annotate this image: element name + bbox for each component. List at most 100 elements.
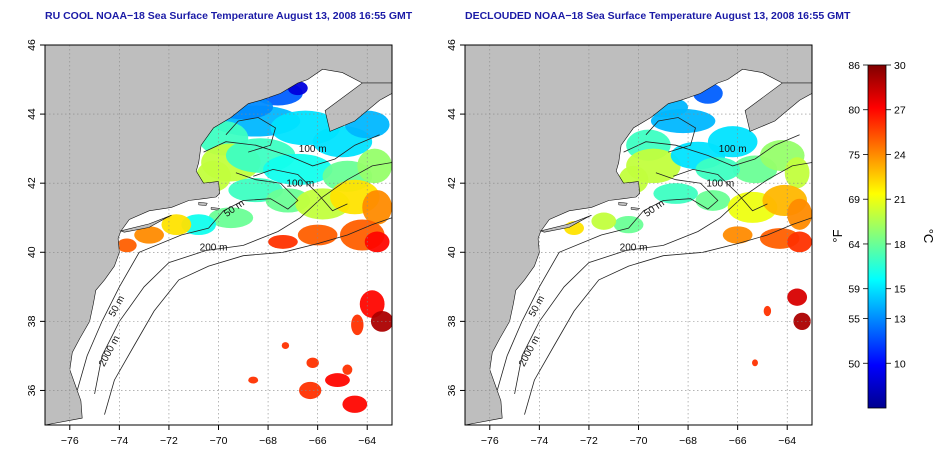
sst-patch [116, 238, 137, 253]
marthas-vineyard-island [198, 201, 208, 206]
y-tick-label: 40 [26, 246, 38, 258]
isobath-gulf-of-maine [645, 117, 696, 153]
contour-label: 200 m [620, 243, 648, 254]
y-tick-label: 36 [446, 384, 458, 396]
sst-patch [707, 126, 758, 158]
land-mass [465, 45, 812, 425]
sst-patch [695, 157, 741, 182]
long-island [119, 215, 172, 233]
y-tick-label: 38 [446, 315, 458, 327]
sst-patch [306, 357, 319, 368]
nantucket-island [630, 207, 641, 211]
sst-patch [695, 190, 731, 211]
colorbar-label-f: 80 [848, 105, 860, 117]
isobath-100m [203, 134, 380, 167]
sst-patch [359, 290, 385, 318]
sst-patch [787, 231, 812, 253]
isobath-50m [76, 172, 299, 391]
colorbar-label-f: 69 [848, 194, 860, 206]
x-tick-label: −68 [679, 435, 697, 447]
colorbar-unit-c: °C [921, 229, 936, 244]
sst-patch [784, 157, 810, 189]
contour-label: 100 m [719, 144, 747, 155]
temperature-colorbar: 86 30 80 27 75 24 69 21 64 18 59 15 55 13 50 10 °F °C [830, 60, 936, 409]
sst-patch [364, 231, 390, 253]
x-tick-label: −68 [259, 435, 277, 447]
sst-patch [297, 224, 338, 246]
sst-patch [362, 190, 392, 225]
isobath-2000m [104, 217, 392, 415]
sst-patch [613, 216, 644, 234]
y-tick-label: 46 [446, 39, 458, 51]
x-tick-label: −70 [630, 435, 648, 447]
isobath-gulf-of-maine [225, 117, 276, 153]
colorbar-label-f: 86 [848, 60, 860, 72]
y-tick-label: 44 [26, 108, 38, 120]
contour-label: 100 m [286, 179, 314, 190]
marthas-vineyard-island [618, 201, 628, 206]
x-tick-label: −70 [210, 435, 228, 447]
contour-label: 100 m [706, 179, 734, 190]
sst-patch [248, 376, 259, 384]
sst-patch [134, 226, 164, 244]
x-tick-label: −64 [778, 435, 796, 447]
colorbar-label-f: 75 [848, 149, 860, 161]
y-tick-label: 42 [446, 177, 458, 189]
x-tick-label: −72 [580, 435, 598, 447]
sst-patch [763, 305, 772, 317]
sst-patch [722, 226, 753, 244]
x-tick-label: −66 [729, 435, 747, 447]
colorbar-label-c: 30 [894, 60, 906, 72]
x-tick-label: −76 [61, 435, 79, 447]
y-tick-label: 38 [26, 315, 38, 327]
colorbar-label-f: 59 [848, 284, 860, 296]
sst-patch [787, 288, 808, 306]
sst-patch [208, 207, 254, 229]
sst-patch [263, 153, 333, 185]
colorbar-label-c: 24 [894, 149, 906, 161]
colorbar-label-c: 10 [894, 358, 906, 370]
isobath-2000m [524, 217, 812, 415]
y-tick-label: 46 [26, 39, 38, 51]
isobath-100m-bank [673, 168, 768, 212]
colorbar-gradient [867, 64, 887, 409]
x-tick-label: −66 [309, 435, 327, 447]
nova-scotia [324, 82, 392, 132]
colorbar-unit-f: °F [830, 229, 845, 242]
x-tick-label: −74 [530, 435, 548, 447]
nantucket-island [210, 207, 221, 211]
colorbar-label-c: 13 [894, 314, 906, 326]
map-title-right: DECLOUDED NOAA−18 Sea Surface Temperatur… [465, 10, 851, 22]
colorbar-label-f: 64 [848, 239, 860, 251]
contour-label: 200 m [200, 243, 228, 254]
y-tick-label: 44 [446, 108, 458, 120]
land-mass [45, 45, 392, 425]
x-tick-label: −72 [160, 435, 178, 447]
isobath-100m-bank [253, 168, 348, 212]
nova-scotia [744, 82, 812, 132]
sst-patch [281, 342, 290, 349]
sst-patch [752, 359, 758, 367]
sst-patch [342, 395, 368, 413]
isobath-50m [496, 172, 719, 391]
x-tick-label: −76 [481, 435, 499, 447]
sst-patch [591, 212, 617, 230]
colorbar-label-f: 55 [848, 314, 860, 326]
y-tick-label: 42 [26, 177, 38, 189]
sst-patch [351, 314, 364, 336]
map-title-left: RU COOL NOAA−18 Sea Surface Temperature … [45, 10, 413, 22]
sst-patch [325, 373, 350, 387]
colorbar-label-c: 27 [894, 105, 906, 117]
sst-patch [342, 364, 353, 375]
colorbar-label-c: 21 [894, 194, 906, 206]
colorbar-label-c: 15 [894, 284, 906, 296]
sst-patch [268, 235, 298, 249]
colorbar-label-c: 18 [894, 239, 906, 251]
sst-patch [787, 198, 812, 230]
sst-patch [181, 214, 217, 235]
long-island [539, 215, 592, 233]
isobath-100m [623, 134, 800, 167]
